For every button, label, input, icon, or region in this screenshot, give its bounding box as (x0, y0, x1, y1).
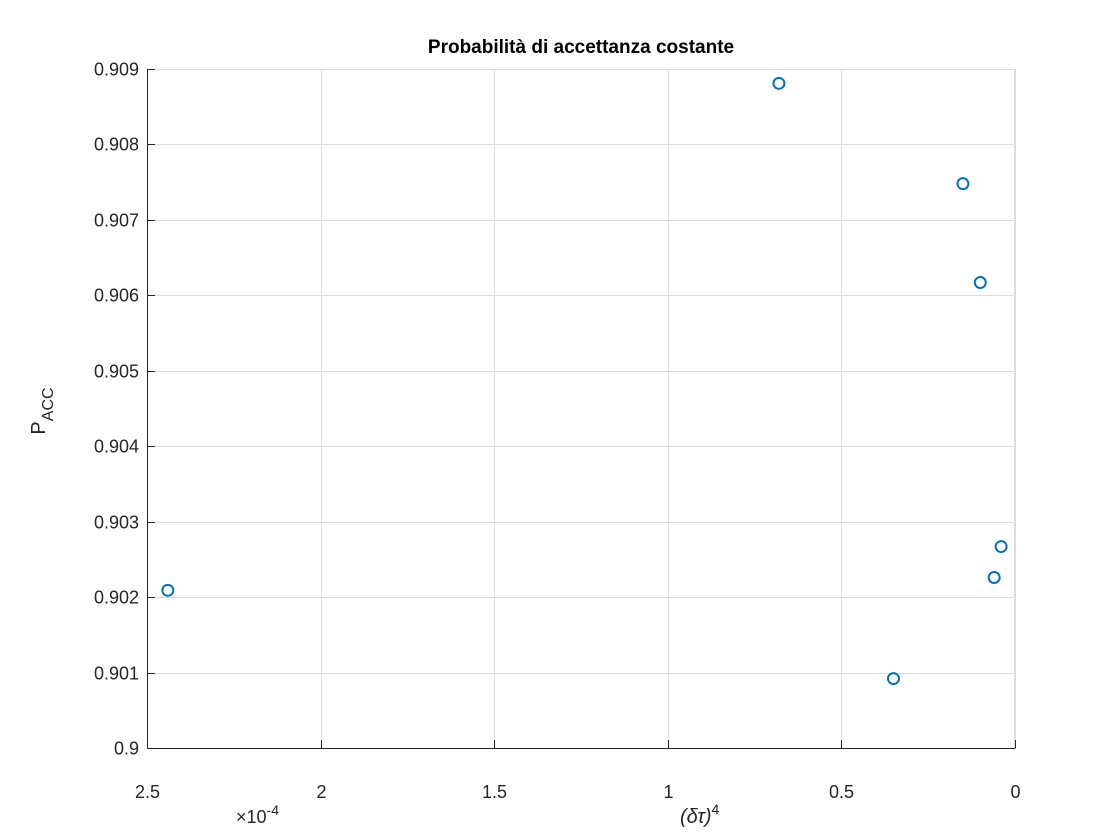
x-axis-multiplier-exponent: -4 (267, 802, 280, 818)
plot-box (147, 69, 1015, 748)
y-tick-label: 0.904 (94, 437, 139, 457)
x-tick-label: 2 (316, 782, 326, 802)
data-point (888, 673, 899, 684)
chart-title: Probabilità di accettanza costante (428, 37, 734, 58)
y-tick-label: 0.9 (114, 739, 139, 759)
x-axis-label-base: (δτ) (680, 806, 711, 828)
y-tick-label: 0.907 (94, 211, 139, 231)
y-tick-label: 0.903 (94, 513, 139, 533)
y-tick-label: 0.906 (94, 286, 139, 306)
data-point (162, 585, 173, 596)
data-point (996, 541, 1007, 552)
data-point (773, 78, 784, 89)
y-axis-label: PACC (28, 387, 57, 434)
data-point (975, 277, 986, 288)
x-tick-label: 0 (1010, 782, 1020, 802)
x-axis-multiplier: ×10-4 (236, 802, 279, 827)
x-tick-label: 1 (663, 782, 673, 802)
y-tick-label: 0.908 (94, 135, 139, 155)
y-tick-label: 0.909 (94, 60, 139, 80)
y-axis-label-base: P (28, 421, 50, 434)
y-tick-label: 0.901 (94, 664, 139, 684)
x-axis-label: (δτ)4 (680, 801, 719, 828)
y-axis-label-subscript: ACC (40, 387, 57, 421)
y-tick-label: 0.905 (94, 362, 139, 382)
y-tick-label: 0.902 (94, 588, 139, 608)
data-point (957, 178, 968, 189)
x-tick-label: 1.5 (482, 782, 507, 802)
x-axis-label-exponent: 4 (711, 801, 719, 817)
x-axis-multiplier-prefix: ×10 (236, 807, 267, 827)
data-point (989, 572, 1000, 583)
x-tick-label: 0.5 (829, 782, 854, 802)
x-tick-label: 2.5 (135, 782, 160, 802)
x-axis-ticks: 2.5 2 1.5 1 0.5 0 (135, 740, 1021, 802)
data-points (162, 78, 1006, 684)
y-axis-ticks: 0.9 0.901 0.902 0.903 0.904 0.905 0.906 0.907 0.… (94, 60, 155, 759)
axes (147, 69, 1016, 749)
grid (147, 69, 1016, 749)
